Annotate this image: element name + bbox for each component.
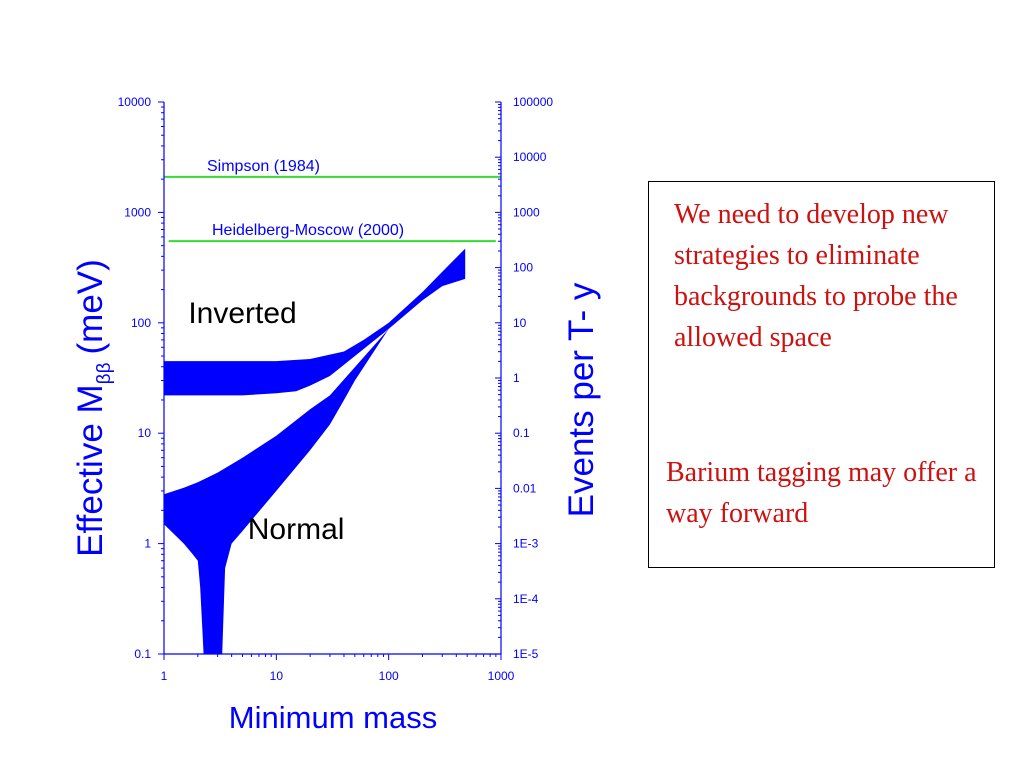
region-label-normal: Normal — [248, 513, 345, 546]
reference-lines-group: Simpson (1984) Heidelberg-Moscow (2000) — [164, 158, 501, 243]
y-tick-label: 100 — [131, 316, 151, 330]
y-tick-label: 1 — [144, 537, 151, 551]
y2-axis-title: Events per T- y — [562, 282, 601, 517]
x-axis-title: Minimum mass — [229, 700, 437, 735]
y-axis-title-unit: (meV) — [71, 259, 110, 354]
y2-tick-label: 100000 — [513, 95, 553, 109]
y-tick-label: 0.1 — [134, 647, 151, 661]
x-tick-label: 10 — [270, 669, 284, 683]
note-box: We need to develop new strategies to eli… — [648, 181, 995, 568]
y2-tick-label: 1E-4 — [513, 592, 539, 606]
x-tick-label: 1 — [161, 669, 168, 683]
y2-tick-label: 10 — [513, 316, 527, 330]
y-axis-title-main: Effective M — [71, 384, 110, 556]
region-label-inverted: Inverted — [188, 297, 296, 330]
note-barium-text: Barium tagging may offer a way forward — [666, 457, 977, 529]
y-axis-title: Effective Mββ (meV) — [71, 259, 115, 557]
reference-label-2: Heidelberg-Moscow (2000) — [212, 222, 404, 239]
y2-tick-label: 10000 — [513, 150, 547, 164]
y2-tick-label: 1E-5 — [513, 647, 539, 661]
reference-label-1: Simpson (1984) — [207, 158, 320, 175]
bands-group — [164, 248, 466, 654]
note-strategy-text: We need to develop new strategies to eli… — [674, 199, 958, 353]
inverted-band — [164, 248, 466, 396]
x-tick-label: 100 — [379, 669, 399, 683]
y2-tick-label: 1000 — [513, 205, 540, 219]
y2-tick-label: 1 — [513, 371, 520, 385]
y2-tick-label: 100 — [513, 261, 533, 275]
axes-group: 0.1 1 10 100 1000 10000 1E-5 1E-4 1E-3 0.01 0.1 1 10… — [118, 95, 554, 683]
y-tick-label: 10000 — [118, 95, 152, 109]
normal-band — [164, 328, 389, 654]
y-axis-title-subscript: ββ — [94, 362, 115, 384]
y-tick-label: 1000 — [124, 205, 151, 219]
y-tick-label: 10 — [138, 426, 152, 440]
y2-tick-label: 0.1 — [513, 426, 530, 440]
y2-tick-label: 0.01 — [513, 481, 537, 495]
x-tick-label: 1000 — [488, 669, 515, 683]
y2-tick-label: 1E-3 — [513, 537, 539, 551]
labels-group: Inverted Normal — [188, 297, 344, 546]
